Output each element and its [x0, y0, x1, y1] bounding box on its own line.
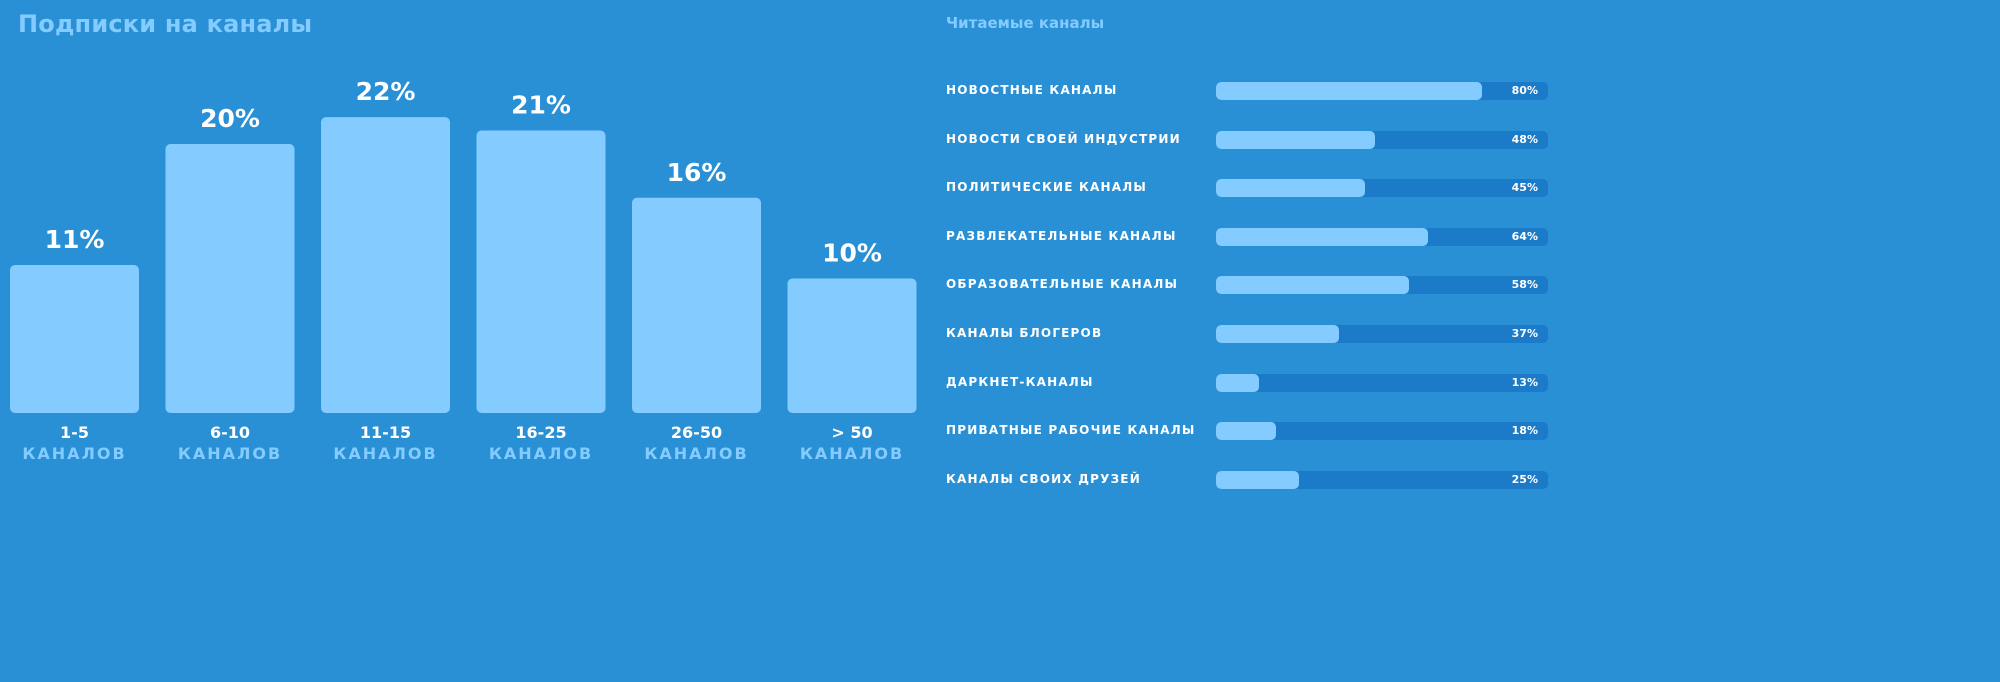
- bar-value-label: 13%: [1511, 375, 1538, 389]
- left-chart-title: Подписки на каналы: [18, 10, 313, 38]
- bar-fill: [1216, 276, 1409, 295]
- bar-value-label: 37%: [1511, 327, 1538, 340]
- category-sublabel: КАНАЛОВ: [800, 444, 904, 463]
- bar-value-label: 18%: [1511, 424, 1538, 438]
- bar-fill: [1216, 470, 1299, 489]
- category-label: 11-15: [360, 423, 411, 442]
- category-label: 1-5: [60, 423, 89, 442]
- category-sublabel: КАНАЛОВ: [22, 444, 126, 463]
- bar-value-label: 58%: [1511, 278, 1538, 292]
- bar-fill: [1216, 82, 1482, 100]
- category-label: > 50: [831, 423, 872, 442]
- bar-track: 25%: [1216, 470, 1548, 489]
- row-label: РАЗВЛЕКАТЕЛЬНЫЕ КАНАЛЫ: [946, 228, 1177, 243]
- bar-value-label: 10%: [822, 239, 882, 268]
- row-label: КАНАЛЫ СВОИХ ДРУЗЕЙ: [946, 471, 1141, 486]
- bar-track: 58%: [1216, 276, 1548, 295]
- bar-fill: [1216, 179, 1366, 198]
- row-label: ОБРАЗОВАТЕЛЬНЫЕ КАНАЛЫ: [946, 277, 1179, 292]
- bar-fill: [1216, 325, 1339, 343]
- bar-track: 37%: [1216, 325, 1548, 343]
- category-sublabel: КАНАЛОВ: [489, 444, 593, 463]
- bar-610: [165, 144, 295, 413]
- category-label: 26-50: [671, 423, 722, 442]
- bar-fill: [1216, 130, 1376, 149]
- bar-fill: [1216, 373, 1260, 392]
- subscriptions-bar-chart: 11% 1-5 КАНАЛОВ 20% 6-10 КАНАЛОВ 22% 11-15 КАНАЛ…: [10, 77, 917, 463]
- bar-value-label: 20%: [200, 104, 260, 133]
- right-chart-title: Читаемые каналы: [946, 14, 1105, 32]
- bar-15: [10, 265, 139, 413]
- category-label: 16-25: [515, 423, 566, 442]
- bar-1625: [476, 130, 606, 414]
- bar-value-label: 25%: [1511, 472, 1538, 486]
- bar-value-label: 64%: [1511, 229, 1538, 243]
- category-sublabel: КАНАЛОВ: [644, 444, 748, 463]
- bar-value-label: 16%: [667, 158, 727, 187]
- bar-track: 64%: [1216, 227, 1548, 246]
- bar-fill: [1216, 227, 1429, 246]
- bar-track: 48%: [1216, 130, 1548, 149]
- bar-value-label: 11%: [45, 225, 105, 254]
- row-label: ДАРКНЕТ-КАНАЛЫ: [946, 374, 1094, 389]
- bar-2650: [632, 197, 761, 413]
- bar-value-label: 21%: [511, 91, 571, 120]
- category-label: 6-10: [210, 423, 250, 442]
- category-sublabel: КАНАЛОВ: [178, 444, 282, 463]
- bar-value-label: 80%: [1511, 84, 1538, 97]
- row-label: ПОЛИТИЧЕСКИЕ КАНАЛЫ: [946, 180, 1148, 195]
- row-label: НОВОСТИ СВОЕЙ ИНДУСТРИИ: [946, 131, 1181, 146]
- bar-value-label: 48%: [1511, 132, 1538, 146]
- row-label: НОВОСТНЫЕ КАНАЛЫ: [946, 83, 1118, 97]
- bar-value-label: 45%: [1511, 181, 1538, 195]
- row-label: ПРИВАТНЫЕ РАБОЧИЕ КАНАЛЫ: [946, 423, 1196, 438]
- bar-track: 13%: [1216, 373, 1548, 392]
- bar-track: 45%: [1216, 179, 1548, 198]
- bar-track: 80%: [1216, 82, 1548, 100]
- bar-50: [787, 278, 917, 413]
- category-sublabel: КАНАЛОВ: [333, 444, 437, 463]
- bar-track: 18%: [1216, 422, 1548, 441]
- row-label: КАНАЛЫ БЛОГЕРОВ: [946, 326, 1103, 340]
- bar-value-label: 22%: [356, 77, 416, 106]
- bar-1115: [321, 117, 450, 413]
- bar-fill: [1216, 422, 1276, 441]
